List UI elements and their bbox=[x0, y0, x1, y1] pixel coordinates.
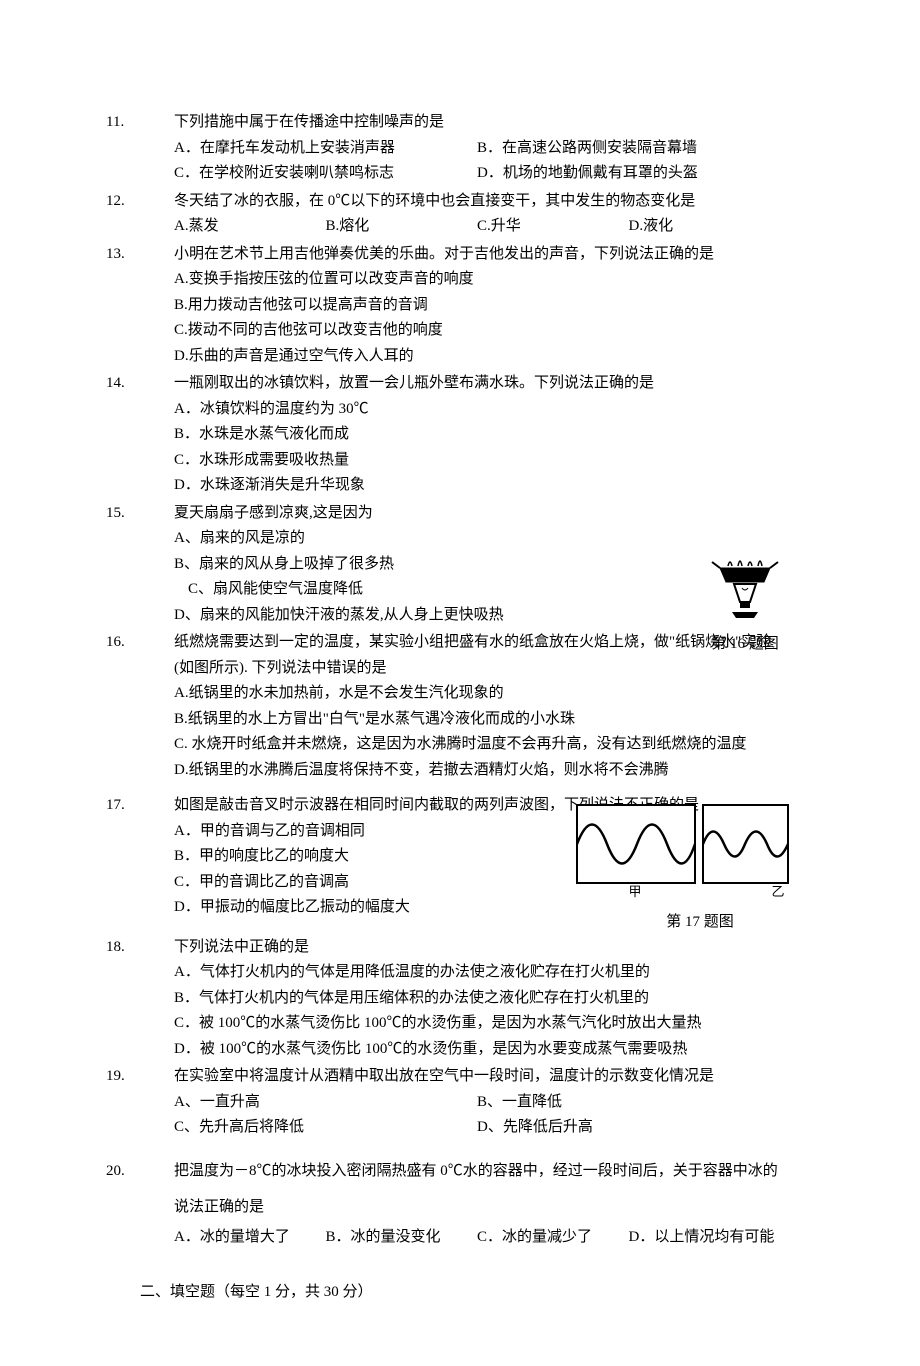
question-stem: 12.冬天结了冰的衣服，在 0℃以下的环境中也会直接变干，其中发生的物态变化是 bbox=[140, 189, 780, 215]
question-number: 11. bbox=[140, 110, 174, 136]
options: A.纸锅里的水未加热前，水是不会发生汽化现象的 B.纸锅里的水上方冒出"白气"是… bbox=[140, 681, 780, 783]
figure-17: 甲 乙 第 17 题图 bbox=[570, 803, 790, 935]
option-a: A.变换手指按压弦的位置可以改变声音的响度 bbox=[174, 267, 780, 293]
question-number: 19. bbox=[140, 1064, 174, 1090]
option-b: B、一直降低 bbox=[477, 1090, 780, 1116]
option-c: C、先升高后将降低 bbox=[174, 1115, 477, 1141]
options: A.蒸发 B.熔化 C.升华 D.液化 bbox=[140, 214, 780, 240]
question-stem: 20.把温度为－8℃的冰块投入密闭隔热盛有 0℃水的容器中，经过一段时间后，关于… bbox=[140, 1153, 780, 1225]
question-17: 17.如图是敲击音叉时示波器在相同时间内截取的两列声波图，下列说法不正确的是 甲… bbox=[140, 793, 780, 921]
wave-label-2: 乙 bbox=[771, 884, 784, 898]
question-18: 18.下列说法中正确的是 A．气体打火机内的气体是用降低温度的办法使之液化贮存在… bbox=[140, 935, 780, 1063]
wave-label-1: 甲 bbox=[628, 884, 641, 898]
question-number: 12. bbox=[140, 189, 174, 215]
stem-text: 下列措施中属于在传播途中控制噪声的是 bbox=[174, 114, 444, 130]
option-d: D.乐曲的声音是通过空气传入人耳的 bbox=[174, 344, 780, 370]
stem-text: 下列说法中正确的是 bbox=[174, 939, 309, 955]
waveform-icon: 甲 乙 bbox=[575, 803, 790, 898]
question-14: 14.一瓶刚取出的冰镇饮料，放置一会儿瓶外壁布满水珠。下列说法正确的是 A．冰镇… bbox=[140, 371, 780, 499]
option-c: C．在学校附近安装喇叭禁鸣标志 bbox=[174, 161, 477, 187]
option-b: B．水珠是水蒸气液化而成 bbox=[174, 422, 780, 448]
stem-text: 把温度为－8℃的冰块投入密闭隔热盛有 0℃水的容器中，经过一段时间后，关于容器中… bbox=[174, 1163, 778, 1215]
option-a: A.纸锅里的水未加热前，水是不会发生汽化现象的 bbox=[174, 681, 780, 707]
figure-caption: 第 17 题图 bbox=[610, 910, 790, 936]
option-c: C．被 100℃的水蒸气烫伤比 100℃的水烫伤重，是因为水蒸气汽化时放出大量热 bbox=[174, 1011, 780, 1037]
option-a: A．在摩托车发动机上安装消声器 bbox=[174, 136, 477, 162]
option-a: A．冰的量增大了 bbox=[174, 1225, 326, 1251]
question-stem: 14.一瓶刚取出的冰镇饮料，放置一会儿瓶外壁布满水珠。下列说法正确的是 bbox=[140, 371, 780, 397]
question-number: 18. bbox=[140, 935, 174, 961]
option-a: A.蒸发 bbox=[174, 214, 326, 240]
options: A、一直升高 B、一直降低 C、先升高后将降低 D、先降低后升高 bbox=[140, 1090, 780, 1141]
question-19: 19.在实验室中将温度计从酒精中取出放在空气中一段时间，温度计的示数变化情况是 … bbox=[140, 1064, 780, 1141]
question-stem: 18.下列说法中正确的是 bbox=[140, 935, 780, 961]
option-b: B.熔化 bbox=[326, 214, 478, 240]
question-20: 20.把温度为－8℃的冰块投入密闭隔热盛有 0℃水的容器中，经过一段时间后，关于… bbox=[140, 1153, 780, 1251]
option-d: D、先降低后升高 bbox=[477, 1115, 780, 1141]
paper-pot-icon bbox=[700, 540, 790, 620]
options: A、扇来的风是凉的 B、扇来的风从身上吸掉了很多热 C、扇风能使空气温度降低 D… bbox=[140, 526, 780, 628]
options: A．冰镇饮料的温度约为 30℃ B．水珠是水蒸气液化而成 C．水珠形成需要吸收热… bbox=[140, 397, 780, 499]
question-number: 17. bbox=[140, 793, 174, 819]
question-15: 15.夏天扇扇子感到凉爽,这是因为 A、扇来的风是凉的 B、扇来的风从身上吸掉了… bbox=[140, 501, 780, 629]
question-stem: 19.在实验室中将温度计从酒精中取出放在空气中一段时间，温度计的示数变化情况是 bbox=[140, 1064, 780, 1090]
question-number: 15. bbox=[140, 501, 174, 527]
option-c: C.拨动不同的吉他弦可以改变吉他的响度 bbox=[174, 318, 780, 344]
question-stem: 13.小明在艺术节上用吉他弹奏优美的乐曲。对于吉他发出的声音，下列说法正确的是 bbox=[140, 242, 780, 268]
option-c: C．水珠形成需要吸收热量 bbox=[174, 448, 780, 474]
option-d: D．机场的地勤佩戴有耳罩的头盔 bbox=[477, 161, 780, 187]
option-b: B．气体打火机内的气体是用压缩体积的办法使之液化贮存在打火机里的 bbox=[174, 986, 780, 1012]
option-d: D.液化 bbox=[629, 214, 781, 240]
option-d: D．水珠逐渐消失是升华现象 bbox=[174, 473, 780, 499]
question-stem: 16.纸燃烧需要达到一定的温度，某实验小组把盛有水的纸盒放在火焰上烧，做"纸锅烧… bbox=[140, 630, 780, 681]
options: A．冰的量增大了 B．冰的量没变化 C．冰的量减少了 D．以上情况均有可能 bbox=[140, 1225, 780, 1251]
option-b: B．在高速公路两侧安装隔音幕墙 bbox=[477, 136, 780, 162]
option-d: D．被 100℃的水蒸气烫伤比 100℃的水烫伤重，是因为水要变成蒸气需要吸热 bbox=[174, 1037, 780, 1063]
question-stem: 15.夏天扇扇子感到凉爽,这是因为 bbox=[140, 501, 780, 527]
question-number: 20. bbox=[140, 1153, 174, 1189]
option-a: A、一直升高 bbox=[174, 1090, 477, 1116]
question-stem: 11.下列措施中属于在传播途中控制噪声的是 bbox=[140, 110, 780, 136]
question-13: 13.小明在艺术节上用吉他弹奏优美的乐曲。对于吉他发出的声音，下列说法正确的是 … bbox=[140, 242, 780, 370]
question-12: 12.冬天结了冰的衣服，在 0℃以下的环境中也会直接变干，其中发生的物态变化是 … bbox=[140, 189, 780, 240]
question-number: 16. bbox=[140, 630, 174, 656]
figure-16: 第 16 题图 bbox=[690, 540, 800, 657]
question-11: 11.下列措施中属于在传播途中控制噪声的是 A．在摩托车发动机上安装消声器 B．… bbox=[140, 110, 780, 187]
option-a: A．冰镇饮料的温度约为 30℃ bbox=[174, 397, 780, 423]
options: A．气体打火机内的气体是用降低温度的办法使之液化贮存在打火机里的 B．气体打火机… bbox=[140, 960, 780, 1062]
stem-text: 一瓶刚取出的冰镇饮料，放置一会儿瓶外壁布满水珠。下列说法正确的是 bbox=[174, 375, 654, 391]
option-d: D.纸锅里的水沸腾后温度将保持不变，若撤去酒精灯火焰，则水将不会沸腾 bbox=[174, 758, 780, 784]
option-d: D．以上情况均有可能 bbox=[629, 1225, 781, 1251]
option-a: A．气体打火机内的气体是用降低温度的办法使之液化贮存在打火机里的 bbox=[174, 960, 780, 986]
stem-text: 冬天结了冰的衣服，在 0℃以下的环境中也会直接变干，其中发生的物态变化是 bbox=[174, 193, 695, 209]
figure-caption: 第 16 题图 bbox=[690, 632, 800, 658]
option-b: B.用力拨动吉他弦可以提高声音的音调 bbox=[174, 293, 780, 319]
option-b: B.纸锅里的水上方冒出"白气"是水蒸气遇冷液化而成的小水珠 bbox=[174, 707, 780, 733]
option-c: C.升华 bbox=[477, 214, 629, 240]
stem-text: 在实验室中将温度计从酒精中取出放在空气中一段时间，温度计的示数变化情况是 bbox=[174, 1068, 714, 1084]
question-number: 14. bbox=[140, 371, 174, 397]
options: A．在摩托车发动机上安装消声器 B．在高速公路两侧安装隔音幕墙 C．在学校附近安… bbox=[140, 136, 780, 187]
question-16: 第 16 题图 16.纸燃烧需要达到一定的温度，某实验小组把盛有水的纸盒放在火焰… bbox=[140, 630, 780, 783]
question-list: 11.下列措施中属于在传播途中控制噪声的是 A．在摩托车发动机上安装消声器 B．… bbox=[140, 110, 780, 1250]
options: A.变换手指按压弦的位置可以改变声音的响度 B.用力拨动吉他弦可以提高声音的音调… bbox=[140, 267, 780, 369]
option-c: C．冰的量减少了 bbox=[477, 1225, 629, 1251]
stem-text: 小明在艺术节上用吉他弹奏优美的乐曲。对于吉他发出的声音，下列说法正确的是 bbox=[174, 246, 714, 262]
stem-text: 纸燃烧需要达到一定的温度，某实验小组把盛有水的纸盒放在火焰上烧，做"纸锅烧水"实… bbox=[174, 634, 771, 676]
question-number: 13. bbox=[140, 242, 174, 268]
option-c: C. 水烧开时纸盒并未燃烧，这是因为水沸腾时温度不会再升高，没有达到纸燃烧的温度 bbox=[174, 732, 780, 758]
option-b: B．冰的量没变化 bbox=[326, 1225, 478, 1251]
stem-text: 夏天扇扇子感到凉爽,这是因为 bbox=[174, 505, 373, 521]
